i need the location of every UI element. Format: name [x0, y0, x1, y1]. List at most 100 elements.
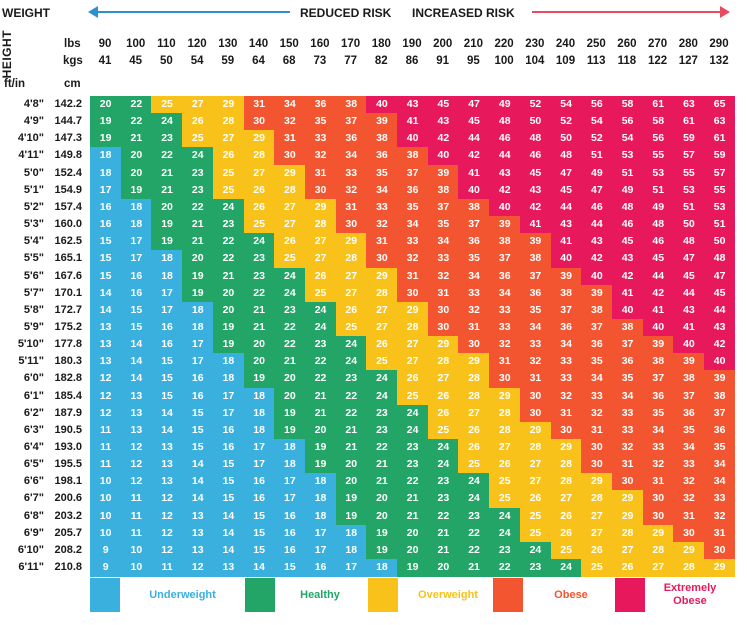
bmi-cell: 19 — [90, 130, 122, 149]
bmi-cell: 22 — [397, 473, 429, 492]
bmi-cell: 24 — [458, 473, 490, 492]
bmi-cell: 33 — [611, 421, 644, 440]
bmi-cell: 38 — [335, 96, 367, 114]
bmi-cell: 18 — [243, 421, 275, 440]
bmi-cell: 10 — [90, 490, 122, 509]
bmi-cell: 40 — [550, 250, 582, 269]
bmi-cell: 33 — [458, 284, 490, 303]
bmi-cell: 20 — [212, 301, 245, 320]
bmi-cell: 40 — [673, 336, 705, 354]
bmi-cell: 23 — [243, 250, 275, 269]
bmi-cell: 12 — [151, 490, 183, 509]
bmi-cell: 24 — [397, 404, 429, 423]
bmi-cell: 22 — [335, 404, 367, 423]
bmi-cell: 45 — [550, 181, 582, 200]
bmi-cell: 41 — [519, 216, 552, 234]
bmi-cell: 24 — [274, 267, 306, 286]
bmi-cell: 22 — [335, 387, 367, 406]
height-ftin-label: 6'7" — [23, 492, 44, 505]
height-ftin-label: 6'11" — [18, 561, 44, 574]
height-ftin-label: 5'4" — [23, 235, 44, 248]
bmi-cell: 14 — [212, 524, 245, 543]
bmi-cell: 38 — [611, 318, 644, 337]
bmi-cell: 20 — [304, 421, 337, 440]
bmi-cell: 32 — [611, 439, 644, 457]
bmi-cell: 20 — [120, 164, 152, 183]
bmi-cell: 38 — [673, 370, 705, 389]
bmi-cell: 27 — [304, 233, 337, 251]
bmi-cell: 29 — [366, 267, 398, 286]
bmi-cell: 26 — [581, 541, 613, 560]
bmi-cell: 23 — [366, 421, 398, 440]
bmi-cell: 14 — [151, 404, 183, 423]
bmi-cell: 27 — [274, 216, 306, 234]
bmi-cell: 14 — [182, 473, 214, 492]
bmi-cell: 35 — [704, 439, 736, 457]
bmi-cell: 33 — [366, 198, 398, 217]
bmi-cell: 17 — [90, 181, 122, 200]
bmi-cell: 15 — [274, 559, 306, 577]
bmi-cell: 30 — [335, 216, 367, 234]
bmi-cell: 22 — [120, 96, 152, 114]
bmi-cell: 38 — [642, 353, 674, 371]
bmi-cell: 26 — [550, 507, 582, 526]
bmi-cell: 31 — [243, 96, 275, 114]
lbs-header: 140 — [248, 38, 269, 50]
bmi-cell: 22 — [274, 318, 306, 337]
bmi-cell: 28 — [366, 284, 398, 303]
kgs-header: 41 — [98, 55, 112, 67]
bmi-cell: 39 — [489, 216, 521, 234]
lbs-header: 220 — [494, 38, 514, 50]
bmi-cell: 29 — [427, 336, 459, 354]
height-ftin-label: 6'10" — [17, 543, 44, 556]
bmi-cell: 23 — [151, 130, 183, 149]
lbs-header: 160 — [310, 38, 330, 50]
bmi-cell: 34 — [519, 318, 552, 337]
height-cm-label: 205.7 — [54, 526, 82, 539]
height-cm-label: 182.8 — [54, 372, 82, 385]
bmi-cell: 23 — [304, 336, 337, 354]
bmi-cell: 29 — [489, 387, 521, 406]
bmi-cell: 21 — [427, 541, 459, 560]
bmi-cell: 43 — [489, 164, 521, 183]
bmi-cell: 32 — [673, 490, 705, 509]
legend: Underweight Healthy Overweight Obese Ext… — [90, 578, 735, 612]
height-cm-label: 177.8 — [54, 338, 82, 351]
bmi-cell: 36 — [366, 147, 398, 166]
kgs-header: 68 — [282, 55, 296, 67]
lbs-header: 180 — [371, 38, 391, 50]
bmi-cell: 34 — [581, 370, 613, 389]
bmi-cell: 19 — [212, 318, 245, 337]
bmi-cell: 23 — [397, 456, 429, 474]
bmi-cell: 17 — [243, 439, 275, 457]
bmi-cell: 23 — [243, 267, 275, 286]
bmi-cell: 28 — [212, 113, 245, 131]
bmi-cell: 21 — [151, 181, 183, 200]
lbs-header: 210 — [463, 38, 483, 50]
bmi-cell: 43 — [581, 233, 613, 251]
bmi-cell: 23 — [427, 473, 459, 492]
bmi-cell: 16 — [182, 370, 214, 389]
bmi-cell: 35 — [519, 301, 552, 320]
bmi-cell: 23 — [274, 301, 306, 320]
bmi-cell: 20 — [274, 370, 306, 389]
kgs-header: 95 — [466, 55, 480, 67]
bmi-cell: 13 — [120, 421, 152, 440]
bmi-cell: 15 — [90, 233, 122, 251]
bmi-cell: 48 — [519, 130, 552, 149]
bmi-cell: 13 — [120, 387, 152, 406]
bmi-cell: 56 — [581, 96, 613, 114]
bmi-cell: 18 — [120, 198, 152, 217]
bmi-cell: 31 — [642, 473, 674, 492]
bmi-cell: 25 — [427, 421, 459, 440]
bmi-cell: 21 — [274, 353, 306, 371]
bmi-cell: 15 — [212, 473, 245, 492]
bmi-cell: 65 — [704, 96, 736, 114]
bmi-cell: 19 — [182, 284, 214, 303]
height-ftin-label: 5'5" — [23, 252, 44, 265]
bmi-cell: 29 — [274, 164, 306, 183]
bmi-cell: 33 — [642, 439, 674, 457]
bmi-cell: 45 — [611, 233, 644, 251]
bmi-cell: 30 — [489, 370, 521, 389]
bmi-cell: 11 — [90, 439, 122, 457]
